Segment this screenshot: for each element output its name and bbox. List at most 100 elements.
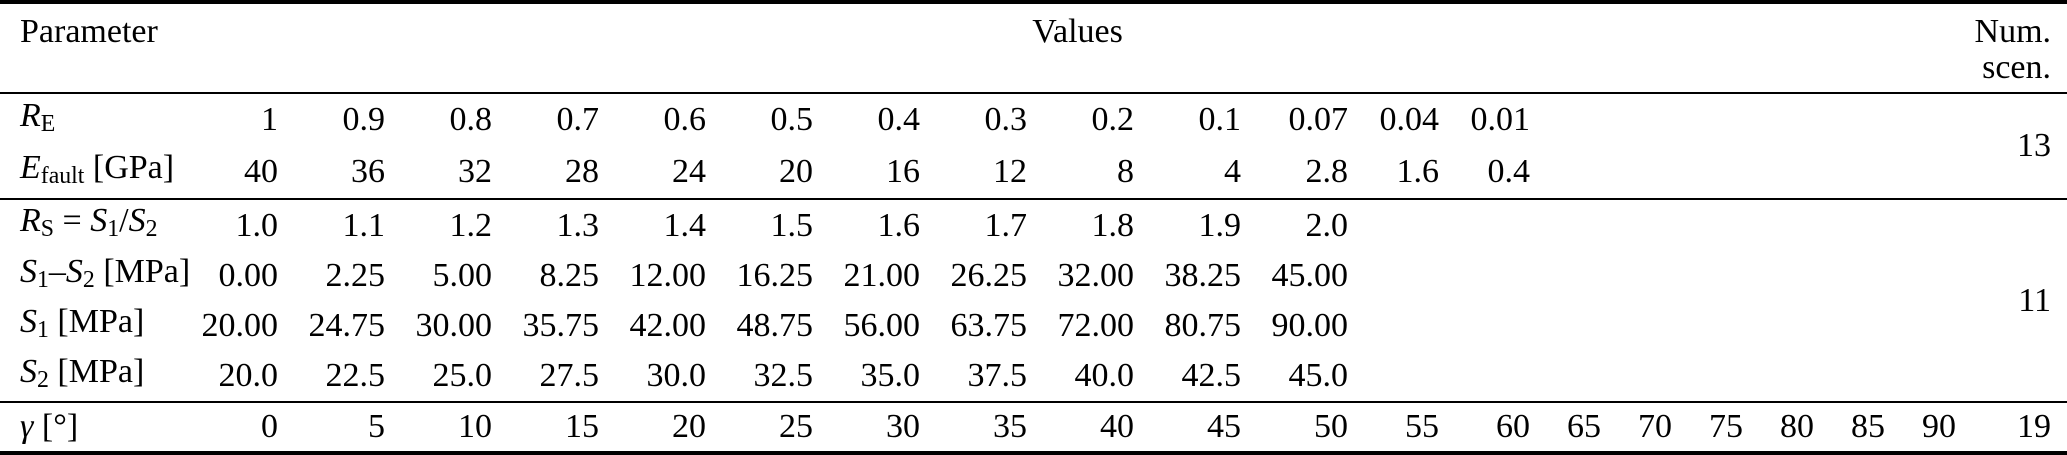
value-cell [1362, 301, 1453, 351]
value-cell: 0.5 [770, 101, 814, 139]
value-cell: 16.25 [736, 256, 814, 294]
value-cell: 24.75 [308, 307, 386, 345]
value-cell [1828, 351, 1899, 402]
value-cell [1686, 199, 1757, 250]
value-cell: 70 [1638, 408, 1672, 446]
param-label: γ [°] [0, 402, 185, 453]
value-cell: 45 [1207, 408, 1241, 446]
value-cell: 80 [1780, 408, 1814, 446]
col-header-parameter: Parameter [20, 13, 158, 50]
param-group-3: γ [°] 0 5 10 15 20 25 30 35 40 45 50 55 60 65 70 75 80 85 9… [0, 402, 2067, 453]
param-label-segment: = [54, 202, 91, 240]
value-cell: 0.04 [1379, 101, 1440, 139]
value-cell: 65 [1567, 408, 1601, 446]
value-cell: 32.00 [1057, 256, 1135, 294]
value-cell: 8 [1117, 153, 1134, 191]
value-cell [1828, 93, 1899, 146]
value-cell [1453, 199, 1544, 250]
value-cell [1686, 251, 1757, 301]
value-cell [1362, 351, 1453, 402]
value-cell [1544, 301, 1615, 351]
value-cell: 0.4 [1487, 153, 1531, 191]
value-cell: 63.75 [950, 307, 1028, 345]
value-cell: 40.0 [1074, 357, 1135, 395]
value-cell: 16 [886, 153, 920, 191]
value-cell [1899, 93, 1970, 146]
value-cell: 37.5 [967, 357, 1028, 395]
value-cell [1615, 199, 1686, 250]
value-cell: 0.8 [449, 101, 493, 139]
value-cell [1899, 199, 1970, 250]
value-cell [1362, 251, 1453, 301]
value-cell: 0.4 [877, 101, 921, 139]
value-cell: 1.7 [984, 206, 1028, 244]
param-label-segment: 1 [37, 317, 49, 344]
value-cell: 50 [1314, 408, 1348, 446]
value-cell: 20 [672, 408, 706, 446]
param-label-segment: 2 [145, 216, 158, 243]
value-cell [1544, 146, 1615, 199]
value-cell: 1.2 [449, 206, 493, 244]
value-cell: 12.00 [629, 256, 707, 294]
value-cell [1544, 351, 1615, 402]
param-label-segment: [°] [33, 408, 79, 446]
value-cell [1828, 301, 1899, 351]
value-cell: 48.75 [736, 307, 814, 345]
value-cell: 1.5 [770, 206, 814, 244]
value-cell: 56.00 [843, 307, 921, 345]
param-label-segment: / [119, 202, 129, 240]
value-cell: 5.00 [432, 256, 493, 294]
value-cell: 38.25 [1164, 256, 1242, 294]
value-cell [1453, 351, 1544, 402]
value-cell: 32.5 [753, 357, 814, 395]
value-cell [1757, 93, 1828, 146]
value-cell: 15 [565, 408, 599, 446]
param-label-segment: E [40, 111, 56, 138]
num-scen-header-line1: Num. [1974, 13, 2052, 50]
table-row: S1 [MPa] 20.00 24.75 30.00 35.75 42.00 48.75 56… [0, 301, 2067, 351]
value-cell: 32 [458, 153, 492, 191]
value-cell: 1.8 [1091, 206, 1135, 244]
param-group-2: RS = S1/S2 1.0 1.1 1.2 1.3 1.4 1.5 1.6 1.7 1.8 1.9… [0, 199, 2067, 402]
num-scen-cell: 13 [2017, 127, 2052, 165]
value-cell: 0.2 [1091, 101, 1135, 139]
param-label-segment: R [20, 202, 41, 240]
param-label-segment: 1 [107, 216, 120, 243]
value-cell [1362, 199, 1453, 250]
value-cell: 0 [261, 408, 278, 446]
param-label-segment: E [20, 149, 41, 187]
header-row: Parameter Values Num. scen. [0, 2, 2067, 93]
value-cell [1757, 251, 1828, 301]
value-cell: 21.00 [843, 256, 921, 294]
value-cell: 0.01 [1470, 101, 1531, 139]
param-label: RS = S1/S2 [0, 199, 185, 250]
value-cell: 90.00 [1271, 307, 1349, 345]
value-cell: 8.25 [539, 256, 600, 294]
value-cell: 1.9 [1198, 206, 1242, 244]
param-label-segment: 1 [37, 266, 49, 293]
value-cell: 1.3 [556, 206, 600, 244]
value-cell [1453, 251, 1544, 301]
param-label: S1–S2 [MPa] [0, 251, 190, 301]
value-cell: 20 [779, 153, 813, 191]
value-cell: 36 [351, 153, 385, 191]
value-cell: 0.3 [984, 101, 1028, 139]
value-cell [1828, 251, 1899, 301]
value-cell: 28 [565, 153, 599, 191]
value-cell [1544, 199, 1615, 250]
value-cell: 0.6 [663, 101, 707, 139]
param-label-segment: S [65, 252, 83, 290]
value-cell [1757, 146, 1828, 199]
param-label: S2 [MPa] [0, 351, 185, 402]
value-cell: 12 [993, 153, 1027, 191]
param-label: Efault [GPa] [0, 146, 185, 199]
param-label: S1 [MPa] [0, 301, 185, 351]
num-scen-header-line2: scen. [1982, 49, 2052, 86]
value-cell [1615, 93, 1686, 146]
value-cell: 35.75 [522, 307, 600, 345]
param-label-segment: [MPa] [48, 302, 145, 340]
value-cell [1899, 251, 1970, 301]
value-cell [1615, 351, 1686, 402]
param-label-segment: S [20, 353, 37, 391]
